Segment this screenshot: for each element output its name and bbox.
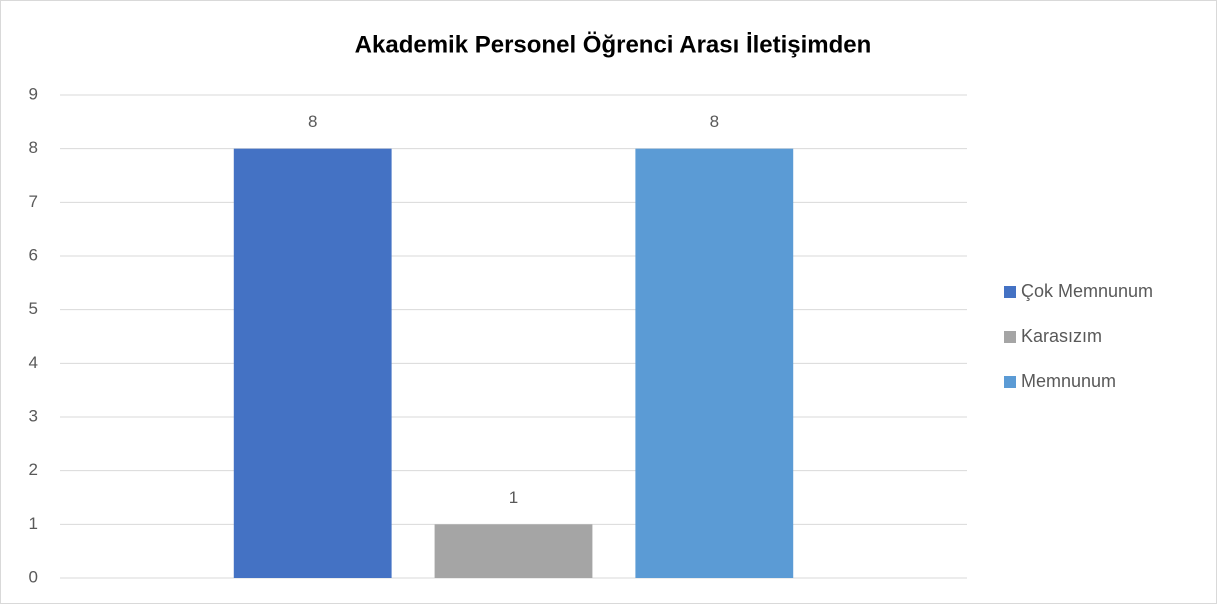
data-label: 8 [710,112,719,131]
y-tick-label: 1 [29,514,38,533]
legend-swatch [1004,376,1016,388]
chart-title: Akademik Personel Öğrenci Arası İletişim… [355,31,872,58]
bar [233,148,392,578]
y-tick-label: 7 [29,192,38,211]
legend-swatch [1004,286,1016,298]
legend-label: Memnunum [1021,371,1116,391]
bar [635,148,794,578]
y-tick-label: 6 [29,245,38,264]
y-tick-label: 8 [29,138,38,157]
y-tick-label: 0 [29,567,38,586]
data-label: 8 [308,112,317,131]
legend-swatch [1004,331,1016,343]
bar [434,524,593,578]
y-tick-label: 3 [29,406,38,425]
y-tick-label: 4 [29,353,38,372]
legend-label: Çok Memnunum [1021,281,1153,301]
y-tick-label: 2 [29,460,38,479]
y-tick-label: 5 [29,299,38,318]
y-tick-label: 9 [29,84,38,103]
data-label: 1 [509,488,518,507]
legend-label: Karasızım [1021,326,1102,346]
